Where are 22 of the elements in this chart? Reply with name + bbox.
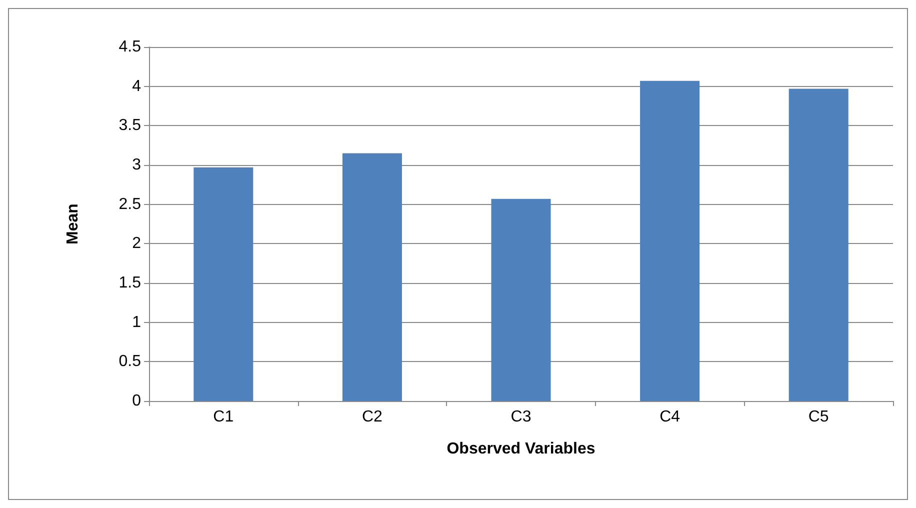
y-tick-label: 2 xyxy=(132,235,142,252)
y-tick-label: 1 xyxy=(132,314,142,331)
x-tick-label: C3 xyxy=(510,408,532,426)
x-tick-label: C1 xyxy=(213,408,234,426)
bar xyxy=(194,167,254,401)
x-tick-label: C4 xyxy=(660,408,680,426)
y-tick-label: 3.5 xyxy=(118,117,142,134)
bar xyxy=(640,80,700,401)
y-tick-label: 4.5 xyxy=(118,38,142,56)
y-tick-label: 1.5 xyxy=(118,274,142,292)
x-tick-label: C2 xyxy=(362,408,383,426)
y-tick-label: 0 xyxy=(132,392,142,410)
y-axis-title: Mean xyxy=(64,204,82,244)
y-tick-label: 0.5 xyxy=(118,353,142,370)
x-tick-label: C5 xyxy=(808,408,829,426)
x-axis-title: Observed Variables xyxy=(446,440,596,458)
bar xyxy=(491,198,551,401)
y-tick-label: 4 xyxy=(132,78,142,95)
bar xyxy=(342,153,402,401)
y-tick-label: 3 xyxy=(132,156,142,174)
bar xyxy=(788,88,848,401)
y-tick-label: 2.5 xyxy=(118,196,142,213)
